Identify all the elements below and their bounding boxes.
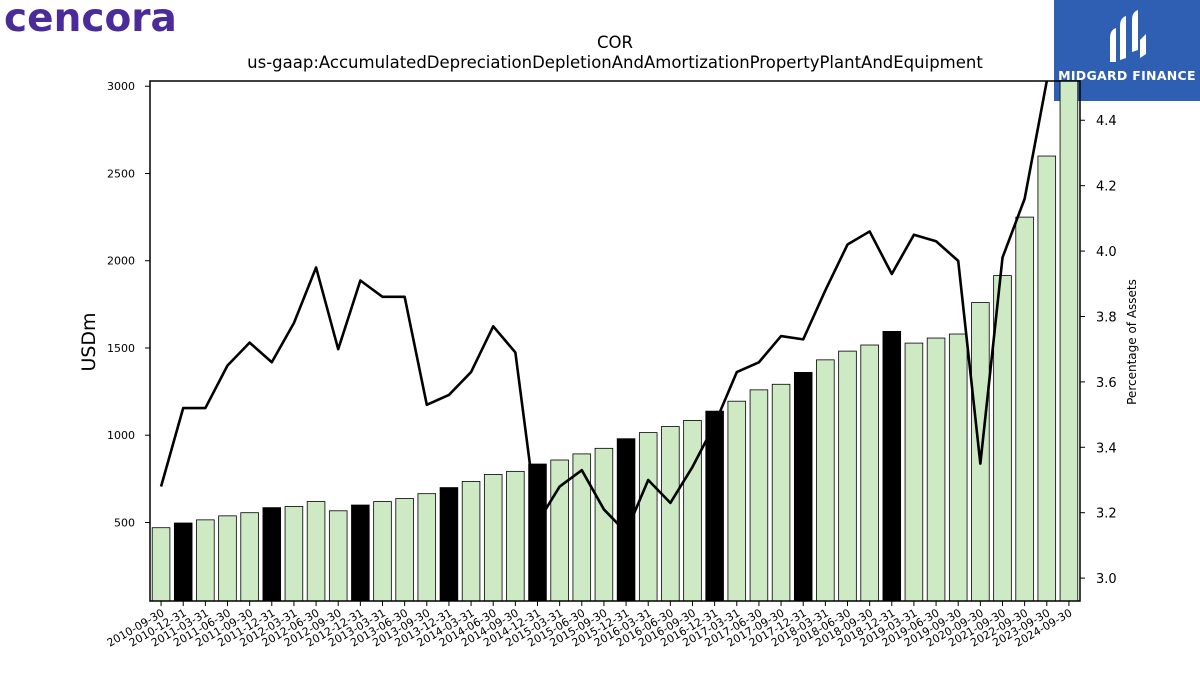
bar bbox=[816, 359, 835, 602]
bar bbox=[328, 510, 348, 602]
bar bbox=[240, 512, 259, 602]
midgard-emblem-icon bbox=[1110, 10, 1146, 62]
y2-tick-label: 3.4 bbox=[1096, 441, 1117, 456]
bar bbox=[749, 389, 769, 602]
bar bbox=[439, 487, 459, 602]
midgard-finance-logo: MIDGARD FINANCE bbox=[1054, 0, 1200, 101]
bar bbox=[1037, 155, 1057, 602]
bar bbox=[683, 419, 702, 602]
bar bbox=[705, 410, 724, 602]
bar bbox=[793, 372, 813, 602]
bar bbox=[483, 474, 503, 602]
cencora-logo-text: cencora bbox=[4, 0, 177, 40]
bar bbox=[351, 504, 370, 602]
bar bbox=[1015, 216, 1034, 602]
bar bbox=[948, 333, 968, 602]
y-axis-label: USDm bbox=[78, 312, 100, 371]
line-series bbox=[159, 81, 1049, 534]
y2-tick-label: 4.4 bbox=[1096, 114, 1117, 129]
y2-tick-label: 3.0 bbox=[1096, 572, 1117, 587]
y2-axis-label: Percentage of Assets bbox=[1125, 279, 1139, 405]
bar bbox=[173, 522, 193, 602]
bar bbox=[506, 470, 525, 602]
y2-tick-label: 3.6 bbox=[1096, 376, 1117, 391]
y-tick-label: 3000 bbox=[107, 80, 135, 93]
axes: 500 1000 1500 2000 2500 3000 3.0 3.2 3.4 3.6 3.8 4.… bbox=[105, 80, 1117, 649]
bar bbox=[1059, 80, 1079, 602]
percentage-line bbox=[159, 81, 1049, 534]
bar bbox=[727, 400, 747, 602]
y2-tick-label: 3.8 bbox=[1096, 310, 1117, 325]
chart-title: COR bbox=[597, 33, 633, 52]
bar bbox=[196, 519, 215, 602]
bar bbox=[594, 447, 614, 602]
midgard-finance-text: MIDGARD FINANCE bbox=[1058, 68, 1196, 83]
bar bbox=[838, 350, 857, 602]
bar bbox=[904, 342, 924, 602]
y2-tick-label: 4.2 bbox=[1096, 180, 1117, 195]
bar bbox=[461, 481, 481, 602]
bar bbox=[151, 527, 171, 602]
chart-subtitle: us-gaap:AccumulatedDepreciationDepletion… bbox=[247, 53, 983, 72]
y-tick-label: 2500 bbox=[107, 167, 135, 180]
bar bbox=[284, 506, 304, 602]
y2-tick-label: 4.0 bbox=[1096, 245, 1117, 260]
bar bbox=[860, 344, 879, 602]
bar bbox=[771, 383, 791, 602]
bar bbox=[638, 432, 658, 602]
bar bbox=[661, 426, 680, 602]
y2-tick-label: 3.2 bbox=[1096, 507, 1117, 522]
y-tick-label: 1000 bbox=[107, 429, 135, 442]
bar bbox=[926, 337, 946, 602]
bar bbox=[262, 507, 282, 602]
bar bbox=[218, 515, 237, 602]
bar bbox=[306, 501, 326, 602]
bar-series bbox=[151, 80, 1079, 602]
plot-frame bbox=[149, 80, 1081, 602]
y-tick-label: 1500 bbox=[107, 342, 135, 355]
bar bbox=[373, 501, 392, 602]
bar bbox=[395, 498, 414, 602]
y-tick-label: 500 bbox=[114, 516, 135, 529]
cencora-logo: cencora bbox=[4, 0, 177, 40]
y-tick-label: 2000 bbox=[107, 255, 135, 268]
bar bbox=[417, 493, 437, 602]
bar bbox=[882, 330, 902, 602]
